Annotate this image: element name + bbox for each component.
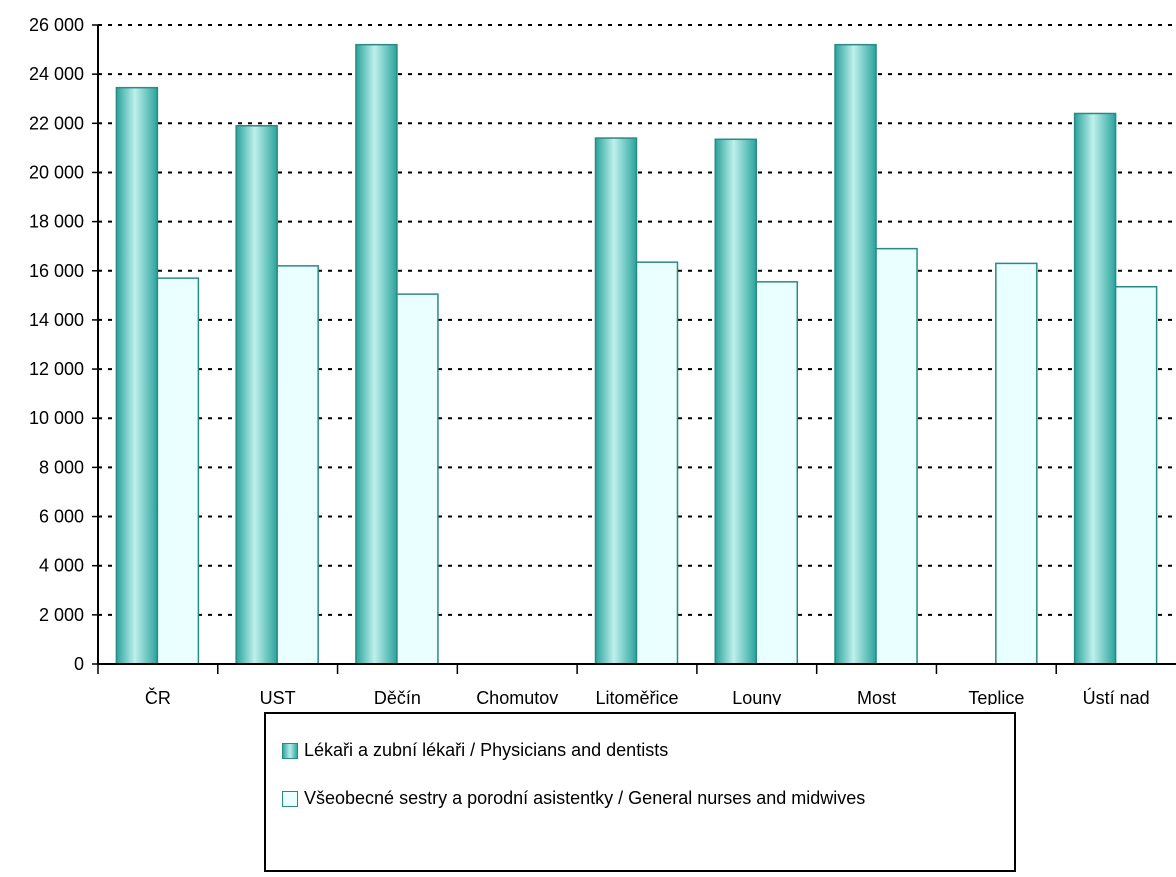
y-tick-label: 8 000 <box>39 457 84 477</box>
bar-nurses-4 <box>635 261 679 665</box>
bar-nurses-8 <box>1114 285 1158 665</box>
bar-nurses-0 <box>156 277 200 665</box>
x-category-label: Teplice <box>968 688 1024 705</box>
x-category-label: Děčín <box>374 688 421 705</box>
x-category-label: Ústí nadLabem <box>1083 687 1150 705</box>
bar-physicians-1 <box>235 125 278 665</box>
y-tick-label: 14 000 <box>29 310 84 330</box>
y-axis-ticks: 0 2 000 4 000 6 000 8 000 10 000 12 000 14 000 1… <box>29 15 98 674</box>
bar-physicians-4 <box>594 137 638 665</box>
bar-physicians-5 <box>714 138 758 665</box>
y-tick-label: 4 000 <box>39 556 84 576</box>
bar-nurses-6 <box>875 247 918 665</box>
legend-swatch-physicians <box>282 742 298 759</box>
bar-nurses-2 <box>396 293 439 665</box>
y-tick-label: 24 000 <box>29 64 84 84</box>
x-category-label: Most <box>857 688 896 705</box>
bar-physicians-0 <box>115 86 159 665</box>
y-tick-label: 6 000 <box>39 507 84 527</box>
x-category-label: ČR <box>145 687 171 705</box>
x-category-label: UST <box>260 688 296 705</box>
legend-label-physicians: Lékaři a zubní lékaři / Physicians and d… <box>304 740 669 760</box>
bar-nurses-1 <box>276 265 319 665</box>
y-tick-label: 26 000 <box>29 15 84 35</box>
x-category-label: Litoměřice <box>595 688 678 705</box>
y-tick-label: 22 000 <box>29 113 84 133</box>
x-category-label: Chomutov <box>476 688 558 705</box>
bar-physicians-2 <box>355 43 398 665</box>
bar-physicians-8 <box>1073 112 1117 665</box>
legend-item-physicians: Lékaři a zubní lékaři / Physicians and d… <box>282 740 668 761</box>
bar-physicians-6 <box>834 43 877 665</box>
bar-nurses-7 <box>995 262 1038 665</box>
x-category-label: Louny <box>732 688 781 705</box>
bar-nurses-5 <box>755 281 799 665</box>
y-tick-label: 18 000 <box>29 212 84 232</box>
y-tick-label: 20 000 <box>29 162 84 182</box>
legend-item-nurses: Všeobecné sestry a porodní asistentky / … <box>282 788 865 809</box>
bar-chart: 0 2 000 4 000 6 000 8 000 10 000 12 000 14 000 1… <box>29 15 1176 705</box>
y-tick-label: 12 000 <box>29 359 84 379</box>
legend-swatch-nurses <box>282 790 298 807</box>
legend: Lékaři a zubní lékaři / Physicians and d… <box>264 712 1016 872</box>
y-tick-label: 2 000 <box>39 605 84 625</box>
y-tick-label: 0 <box>74 654 84 674</box>
y-tick-label: 10 000 <box>29 408 84 428</box>
legend-label-nurses: Všeobecné sestry a porodní asistentky / … <box>304 788 866 808</box>
y-tick-label: 16 000 <box>29 261 84 281</box>
axes <box>97 25 1176 665</box>
bars <box>115 43 1158 665</box>
x-axis-ticks: ČR UST Děčín Chomutov Litoměřice Louny Most Tep… <box>97 664 1150 705</box>
